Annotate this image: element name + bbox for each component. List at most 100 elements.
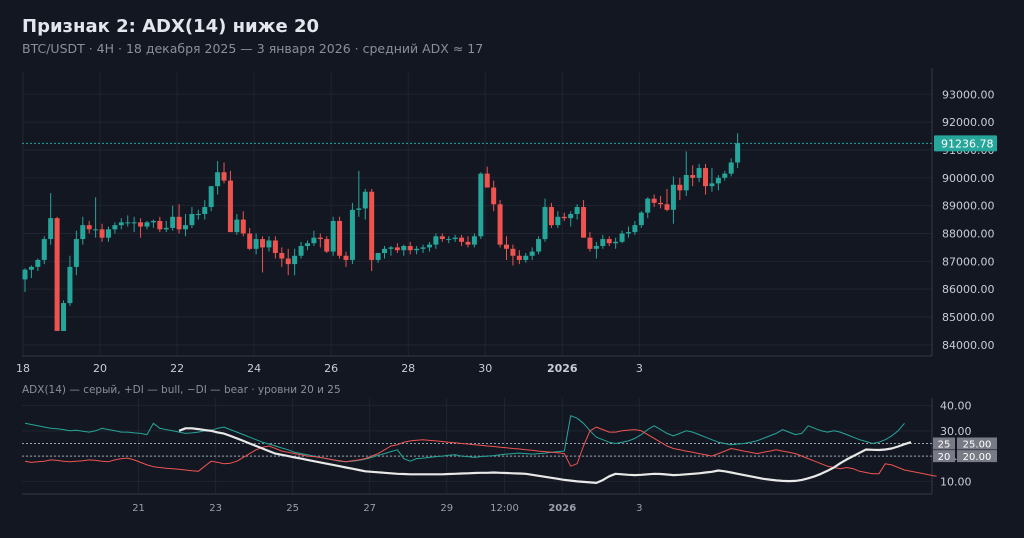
candle-bear xyxy=(176,216,182,230)
candle-bull xyxy=(93,229,99,231)
candle-bull xyxy=(722,173,728,178)
candle-bull xyxy=(125,222,131,224)
price-x-tick-label: 24 xyxy=(247,362,261,375)
candle-bull xyxy=(471,236,477,245)
candle-bear xyxy=(86,225,92,230)
price-y-tick-label: 85000.00 xyxy=(942,311,995,324)
level-value-tag-label: 25.00 xyxy=(963,439,992,450)
candle-bull xyxy=(292,255,298,265)
indicator-y-tick-label: 30.00 xyxy=(940,425,972,438)
candle-bear xyxy=(484,173,490,188)
candle-bull xyxy=(61,303,67,331)
candle-bear xyxy=(99,229,105,238)
candle-bull xyxy=(426,244,432,248)
candle-bull xyxy=(433,236,439,245)
chart-title: Признак 2: ADX(14) ниже 20 xyxy=(22,16,320,37)
price-y-tick-label: 93000.00 xyxy=(942,88,995,101)
candle-bear xyxy=(343,255,349,260)
candle-bear xyxy=(227,180,233,233)
candle-bear xyxy=(459,237,465,242)
series-adx xyxy=(178,427,912,484)
indicator-caption: ADX(14) — серый, +DI — bull, −DI — bear … xyxy=(22,384,341,396)
candle-bull xyxy=(638,212,644,226)
candle-bear xyxy=(285,258,291,265)
candle-bull xyxy=(600,239,606,247)
price-y-tick-label: 87000.00 xyxy=(942,255,995,268)
level-tag xyxy=(933,450,955,463)
candle-bull xyxy=(619,233,625,242)
indicator-x-tick-label: 3 xyxy=(636,503,642,514)
level-value-tag xyxy=(957,437,997,450)
price-y-tick-label: 86000.00 xyxy=(942,283,995,296)
candle-bull xyxy=(131,222,137,224)
candle-bear xyxy=(221,172,227,181)
candle-bull xyxy=(144,222,150,227)
candle-bear xyxy=(247,233,253,249)
candle-bear xyxy=(394,247,400,251)
candle-bear xyxy=(677,184,683,191)
candle-bull xyxy=(555,216,561,226)
candle-bull xyxy=(683,175,689,191)
candles xyxy=(22,133,741,331)
indicator-x-tick-label: 21 xyxy=(132,503,145,514)
candle-bear xyxy=(510,248,516,256)
level-tag xyxy=(933,437,955,450)
candle-bull xyxy=(414,248,420,251)
last-price-tag xyxy=(934,135,997,152)
series-plus_di xyxy=(24,415,905,463)
candle-bull xyxy=(48,218,54,240)
candle-bull xyxy=(529,251,535,256)
candle-bear xyxy=(651,198,657,203)
candle-bull xyxy=(298,246,304,256)
price-x-tick-label: 18 xyxy=(16,362,30,375)
candle-bear xyxy=(407,246,413,251)
series-minus_di xyxy=(24,426,937,477)
candle-bull xyxy=(67,266,73,304)
candle-bear xyxy=(548,207,554,226)
candle-bull xyxy=(478,173,484,237)
candle-bull xyxy=(446,239,452,241)
price-x-tick-label: 2026 xyxy=(547,362,578,375)
candle-bear xyxy=(491,187,497,205)
candle-bull xyxy=(696,168,702,178)
candle-bear xyxy=(324,239,330,252)
candle-bull xyxy=(330,220,336,252)
candle-bull xyxy=(80,225,86,240)
candle-bull xyxy=(728,162,734,174)
candle-bull xyxy=(189,214,195,226)
indicator-y-tick-label: 10.00 xyxy=(940,475,972,488)
candle-bear xyxy=(587,237,593,249)
last-price-tag-label: 91236.78 xyxy=(941,137,994,150)
candle-bull xyxy=(304,243,310,247)
candle-bull xyxy=(356,208,362,210)
candle-bear xyxy=(703,168,709,187)
candle-bull xyxy=(266,240,272,248)
candle-bear xyxy=(606,239,612,244)
candle-bear xyxy=(260,239,266,248)
candle-bull xyxy=(163,227,169,230)
candle-bull xyxy=(401,246,407,251)
indicator-x-tick-label: 23 xyxy=(209,503,222,514)
candle-bull xyxy=(170,216,176,228)
indicator-grid xyxy=(22,398,932,494)
price-grid xyxy=(22,72,932,356)
candle-bull xyxy=(574,207,580,214)
candle-bear xyxy=(54,218,60,331)
candle-bull xyxy=(349,209,355,260)
candle-bull xyxy=(420,247,426,249)
indicator-x-tick-label: 29 xyxy=(440,503,453,514)
candle-bull xyxy=(375,252,381,260)
candle-bull xyxy=(118,222,124,226)
price-x-tick-label: 30 xyxy=(478,362,492,375)
candle-bear xyxy=(516,255,522,260)
price-x-tick-label: 22 xyxy=(170,362,184,375)
candle-bull xyxy=(22,269,28,280)
candle-bull xyxy=(388,247,394,249)
candle-bull xyxy=(183,225,188,230)
candle-bull xyxy=(208,186,214,208)
candle-bear xyxy=(157,220,163,230)
candle-bull xyxy=(215,172,221,187)
candle-bear xyxy=(279,252,285,259)
level-value-tag xyxy=(957,450,997,463)
